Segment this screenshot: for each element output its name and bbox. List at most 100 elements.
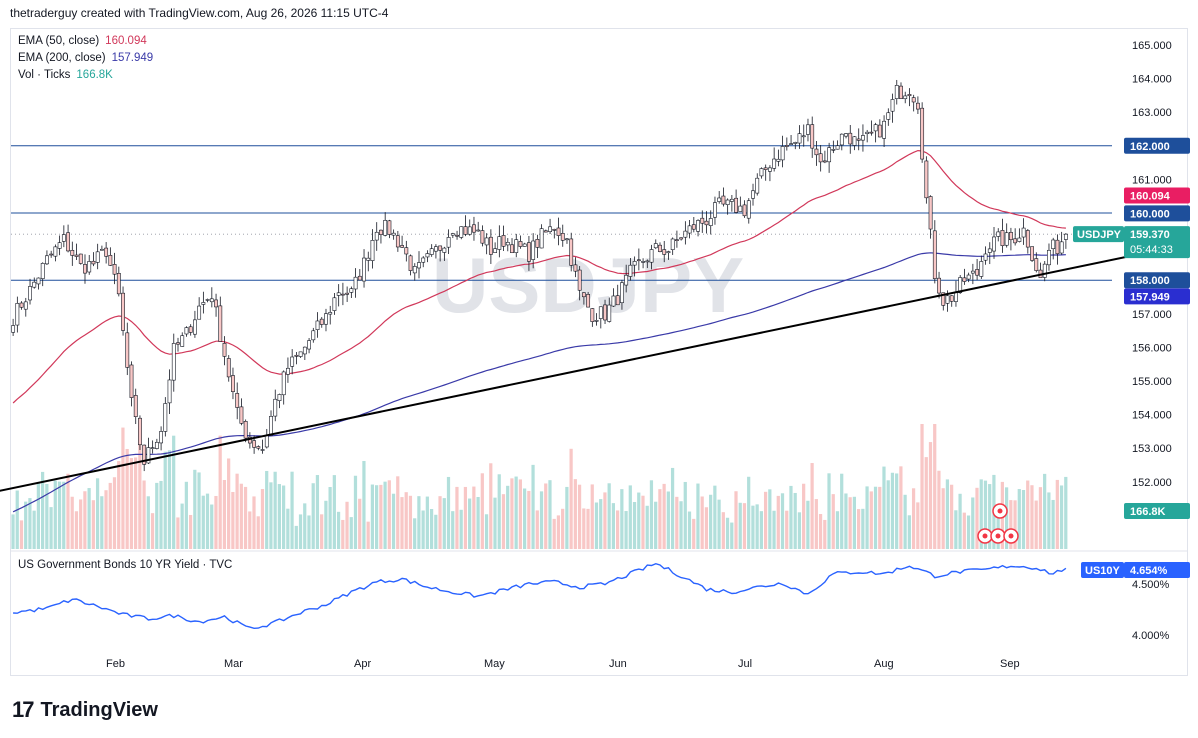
last-price-tag-bg: [1124, 226, 1190, 259]
volume-bar: [755, 504, 759, 549]
legend-ema200[interactable]: EMA (200, close) 157.949: [18, 52, 153, 64]
volume-bar: [1030, 485, 1034, 549]
candle-up: [649, 249, 654, 263]
volume-bar: [899, 466, 903, 549]
volume-bar: [975, 487, 979, 549]
candle-up: [269, 416, 273, 436]
candle-up: [459, 226, 464, 238]
volume-bar: [172, 435, 176, 549]
volume-bar: [303, 503, 307, 549]
candle-up: [768, 167, 772, 172]
volume-bar: [79, 499, 83, 549]
us10y-line: [13, 562, 1067, 630]
candle-up: [565, 238, 569, 241]
volume-bar: [751, 505, 755, 549]
legend-volume-label: Vol · Ticks: [18, 69, 71, 81]
volume-bar: [176, 517, 180, 549]
candle-up: [954, 291, 958, 302]
volume-bar: [421, 510, 425, 549]
legend-volume[interactable]: Vol · Ticks 166.8K: [18, 69, 113, 81]
candle-down: [19, 302, 24, 308]
volume-bar: [1059, 485, 1064, 549]
volume-bar: [480, 473, 484, 549]
volume-bar: [1034, 500, 1038, 549]
volume-bar: [789, 485, 793, 549]
volume-bar: [62, 481, 66, 549]
trendline: [0, 245, 1177, 492]
candle-up: [759, 168, 764, 177]
candle-up: [865, 131, 870, 134]
candle-down: [319, 318, 324, 325]
candle-up: [708, 218, 713, 226]
volume-bar: [231, 491, 235, 549]
candle-up: [645, 260, 650, 263]
volume-bar: [150, 513, 155, 549]
volume-bar: [924, 457, 928, 549]
candle-up: [966, 274, 971, 280]
legend-ema50[interactable]: EMA (50, close) 160.094: [18, 35, 147, 47]
volume-bar: [180, 503, 184, 549]
volume-bar: [793, 492, 797, 549]
ema200-price-label: 157.949: [1130, 291, 1170, 303]
candle-up: [349, 288, 354, 293]
candle-down: [1013, 238, 1018, 244]
candle-down: [345, 292, 350, 295]
volume-bar: [814, 499, 818, 549]
volume-bar: [713, 485, 717, 549]
volume-bar: [57, 481, 62, 549]
price-axis-tick: 163.000: [1132, 107, 1172, 119]
volume-bar: [256, 516, 260, 549]
tradingview-logo[interactable]: 17 TradingView: [12, 697, 158, 723]
candle-down: [937, 277, 941, 294]
volume-bar: [134, 457, 138, 549]
candle-down: [133, 395, 138, 417]
volume-bar: [510, 478, 514, 549]
volume-bar: [890, 472, 895, 549]
candle-down: [112, 264, 117, 275]
volume-bar: [873, 486, 878, 549]
volume-bar: [920, 424, 924, 549]
volume-bar: [675, 496, 679, 549]
volume-bar: [315, 475, 320, 549]
volume-bar: [776, 495, 780, 549]
volume-bar: [966, 515, 971, 549]
candle-up: [1004, 232, 1009, 246]
candle-up: [713, 202, 717, 218]
volume-bar: [66, 473, 70, 549]
volume-bar: [243, 486, 248, 549]
volume-bar: [709, 494, 713, 549]
us10y-pane-title[interactable]: US Government Bonds 10 YR Yield · TVC: [18, 559, 232, 571]
candle-down: [70, 250, 75, 256]
candle-down: [66, 232, 70, 252]
candle-up: [201, 302, 206, 305]
candle-up: [328, 312, 333, 315]
candle-up: [1051, 239, 1056, 250]
volume-bar: [324, 500, 328, 549]
candle-up: [539, 228, 544, 249]
volume-bar: [396, 476, 400, 549]
volume-bar: [573, 479, 577, 549]
volume-bar: [869, 491, 873, 549]
candle-up: [729, 198, 734, 202]
volume-bar: [531, 464, 535, 549]
volume-bar: [1004, 487, 1009, 549]
volume-bar: [552, 518, 556, 549]
candle-up: [780, 146, 785, 161]
candle-up: [429, 248, 434, 255]
candle-up: [412, 266, 417, 274]
volume-bar: [911, 488, 916, 549]
volume-bar: [336, 511, 341, 549]
volume-bar: [607, 483, 611, 549]
us10y-tick-4500: 4.500%: [1132, 579, 1170, 591]
time-axis-label: Apr: [354, 658, 371, 670]
candle-down: [907, 94, 912, 97]
candle-up: [970, 270, 975, 274]
volume-bar: [971, 497, 975, 549]
candle-up: [1047, 249, 1051, 266]
volume-bar: [404, 492, 408, 549]
volume-bar: [945, 479, 950, 549]
candle-down: [49, 253, 54, 256]
volume-bar: [522, 488, 527, 549]
volume-bar: [273, 471, 277, 549]
